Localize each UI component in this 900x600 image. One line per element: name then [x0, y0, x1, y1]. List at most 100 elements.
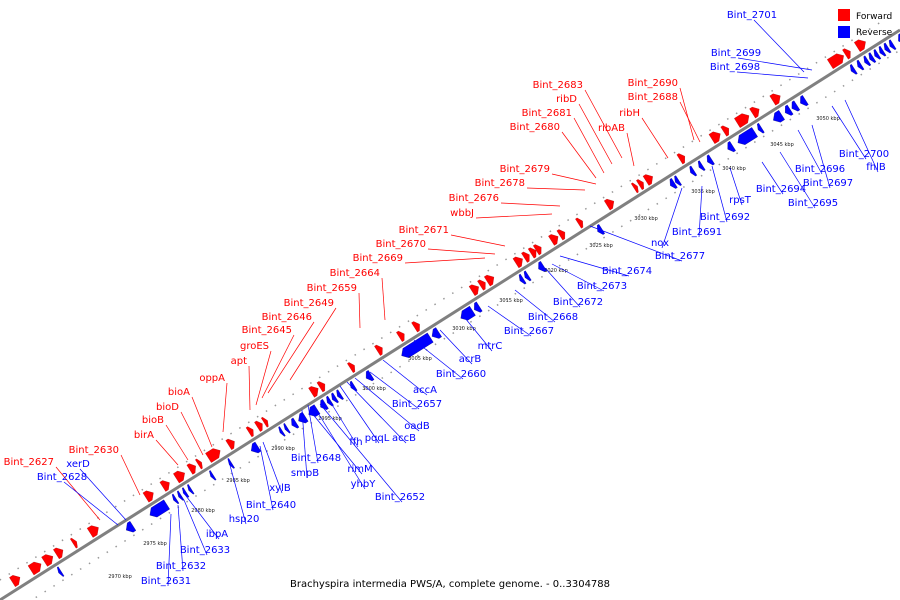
reverse-gene-label: Bint_2648 [291, 453, 341, 464]
reverse-gene-72 [538, 260, 547, 272]
forward-gene-2 [41, 554, 54, 567]
forward-gene-36 [676, 153, 685, 165]
reverse-gene-label: ibpA [206, 529, 228, 540]
reverse-gene-label: Bint_2633 [180, 545, 230, 556]
reverse-gene-85 [800, 95, 809, 107]
reverse-leader [811, 124, 831, 189]
forward-gene-35 [642, 174, 653, 186]
forward-leader [255, 350, 272, 406]
forward-gene-27 [527, 247, 537, 259]
forward-leader [191, 396, 213, 448]
reverse-gene-77 [697, 160, 706, 171]
forward-gene-label: Bint_2646 [262, 312, 312, 323]
reverse-gene-54 [251, 441, 262, 454]
forward-gene-4 [69, 537, 78, 549]
forward-gene-11 [205, 448, 221, 463]
reverse-leader [737, 57, 813, 71]
reverse-gene-label: smpB [291, 468, 319, 479]
reverse-gene-label: mtrC [478, 341, 503, 352]
tick-label: 3050 kbp [816, 116, 840, 122]
forward-gene-label: apt [231, 356, 247, 367]
forward-leader [626, 132, 635, 167]
forward-gene-33 [630, 182, 639, 194]
reverse-gene-47 [149, 499, 170, 518]
forward-gene-40 [749, 106, 760, 119]
forward-leader [475, 213, 553, 219]
reverse-gene-89 [868, 52, 877, 63]
reverse-leader [354, 377, 420, 432]
tick-label: 3010 kbp [452, 326, 476, 332]
reverse-gene-45 [57, 566, 65, 577]
reverse-leader [487, 305, 532, 337]
reverse-gene-86 [849, 64, 858, 75]
reverse-gene-58 [298, 411, 309, 424]
reverse-track [30, 49, 900, 600]
forward-gene-41 [769, 93, 781, 106]
forward-gene-0 [9, 575, 21, 588]
forward-leader [427, 248, 496, 255]
tick-label: 2990 kbp [271, 446, 295, 452]
legend: Forward Reverse [838, 9, 893, 38]
tracks [0, 15, 900, 600]
reverse-leader [797, 129, 823, 175]
reverse-gene-label: yhbY [351, 479, 377, 490]
reverse-gene-57 [291, 417, 300, 429]
forward-gene-44 [853, 39, 866, 52]
reverse-leader [319, 403, 403, 503]
reverse-leader [729, 167, 743, 206]
reverse-gene-71 [523, 270, 532, 282]
reverse-leader [661, 187, 683, 249]
reverse-gene-label: ffh [349, 437, 362, 448]
reverse-gene-label: Bint_2697 [803, 178, 853, 189]
reverse-gene-label: Bint_2700 [839, 149, 889, 160]
forward-gene-label: oppA [199, 373, 225, 384]
reverse-leader [63, 481, 119, 526]
reverse-gene-label: Bint_2695 [788, 198, 838, 209]
forward-gene-label: Bint_2676 [449, 193, 499, 204]
reverse-gene-78 [706, 154, 715, 166]
reverse-leader [382, 359, 428, 396]
tick-label: 3030 kbp [634, 216, 658, 222]
forward-leader [267, 321, 315, 394]
reverse-gene-70 [518, 273, 527, 285]
reverse-leader [262, 441, 283, 494]
reverse-leader [711, 165, 728, 223]
forward-gene-label: Bint_2680 [510, 122, 560, 133]
forward-gene-16 [308, 386, 319, 398]
reverse-gene-label: Bint_2691 [672, 227, 722, 238]
legend-reverse-label: Reverse [856, 28, 893, 38]
reverse-gene-label: Bint_2668 [528, 312, 578, 323]
forward-gene-21 [411, 321, 420, 333]
forward-leader [155, 439, 179, 466]
forward-gene-14 [254, 420, 263, 432]
forward-gene-label: groES [240, 341, 269, 352]
reverse-gene-label: rimM [347, 464, 372, 475]
reverse-gene-label: Bint_2640 [246, 500, 296, 511]
reverse-gene-76 [689, 165, 698, 177]
tick-label: 3005 kbp [408, 356, 432, 362]
forward-gene-label: Bint_2679 [500, 164, 550, 175]
reverse-gene-46 [126, 520, 137, 533]
forward-leader [679, 101, 701, 143]
forward-gene-28 [532, 244, 542, 256]
forward-leader [404, 257, 486, 264]
forward-leader [120, 454, 141, 496]
reverse-gene-90 [873, 49, 882, 60]
forward-gene-label: birA [134, 430, 154, 441]
reverse-leader [698, 185, 703, 238]
reverse-leader [167, 513, 172, 587]
reverse-gene-68 [460, 305, 476, 321]
reverse-gene-label: accB [392, 433, 416, 444]
forward-leader [450, 234, 506, 247]
forward-leader [526, 187, 586, 191]
forward-gene-label: Bint_2664 [330, 268, 380, 279]
reverse-gene-label: Bint_2694 [756, 184, 806, 195]
reverse-gene-51 [187, 484, 195, 495]
forward-gene-label: Bint_2627 [4, 457, 54, 468]
reverse-gene-label: Bint_2672 [553, 297, 603, 308]
forward-leader [584, 89, 623, 159]
reverse-leader [736, 71, 809, 79]
reverse-gene-63 [336, 389, 344, 400]
gene-labels: Bint_2627 Bint_2630 birA bioB bioD bioA oppA ap… [4, 10, 890, 587]
reverse-gene-75 [674, 175, 682, 186]
